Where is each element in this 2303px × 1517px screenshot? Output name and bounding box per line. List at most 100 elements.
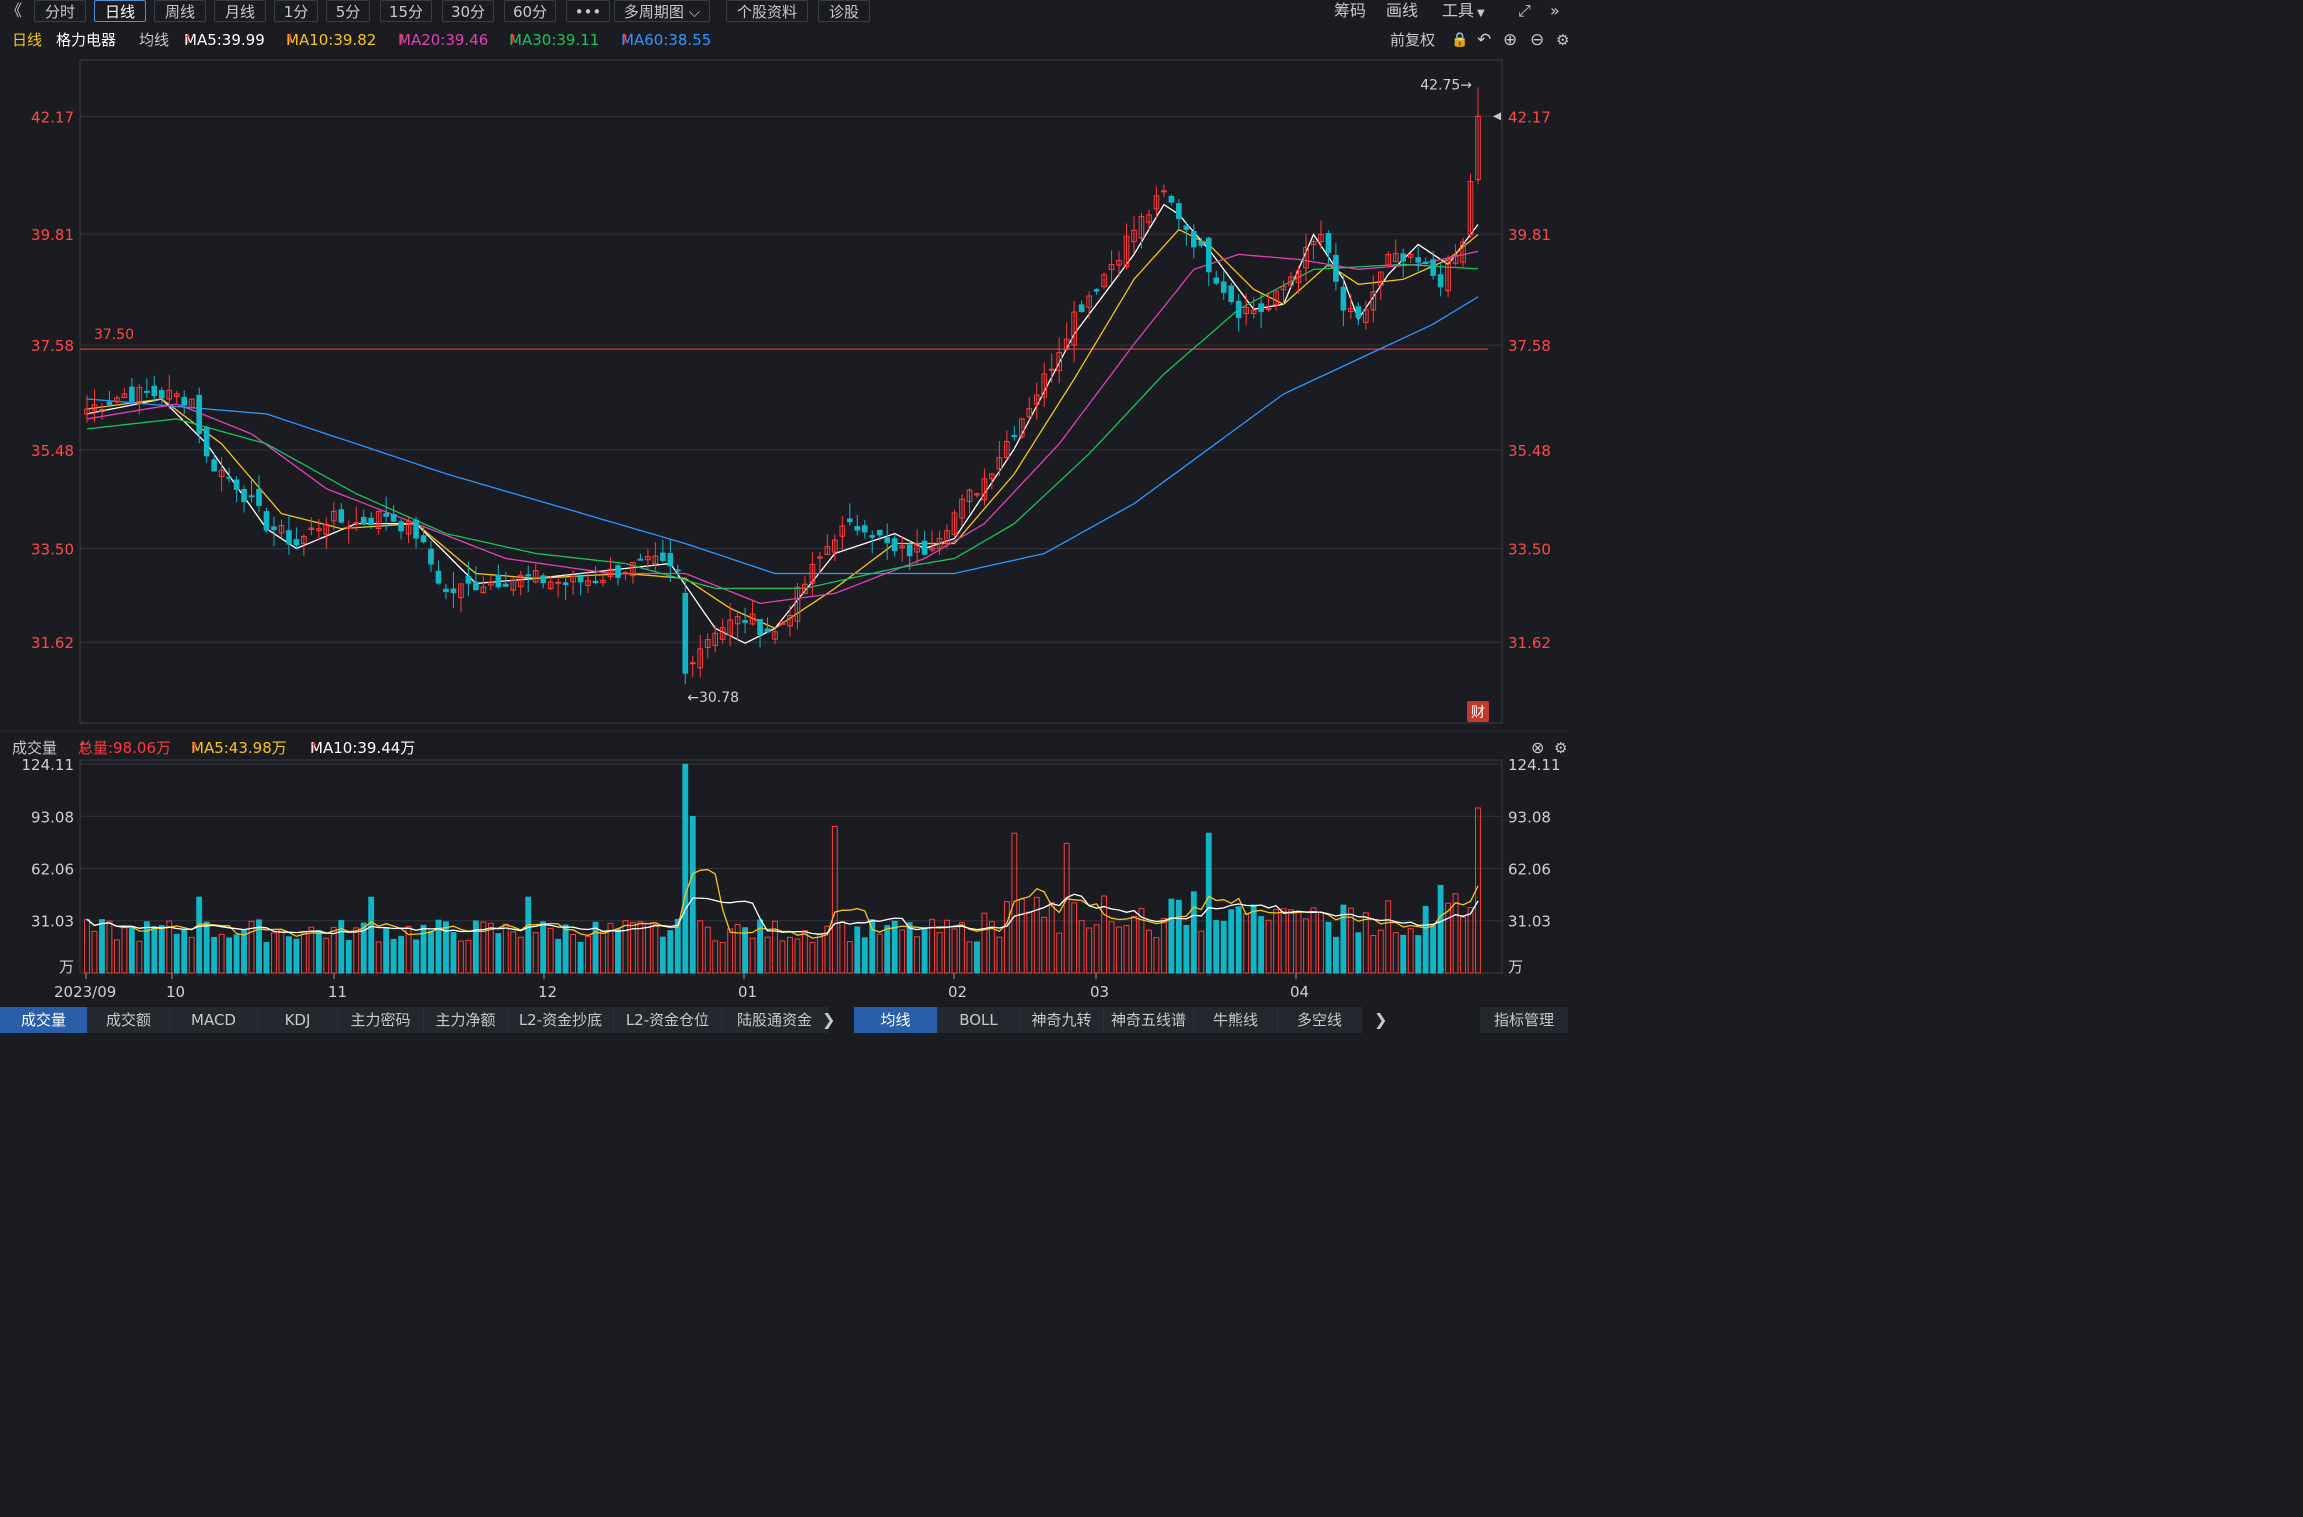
volume-bar: [824, 925, 831, 974]
period-tab-5[interactable]: 5分: [326, 0, 370, 22]
volume-bar: [570, 933, 577, 974]
indicator-tab-3[interactable]: KDJ: [258, 1007, 338, 1033]
period-tab-1[interactable]: 日线: [94, 0, 146, 22]
candle-body: [166, 389, 173, 400]
indicator-tab-5[interactable]: 主力净额: [424, 1007, 508, 1033]
candle-body: [682, 592, 689, 674]
volume-bar: [734, 924, 741, 974]
volume-bar: [667, 930, 674, 974]
adjust-label[interactable]: 前复权: [1390, 31, 1436, 49]
period-tab-8[interactable]: 60分: [504, 0, 556, 22]
volume-bar: [839, 921, 846, 974]
candle-body: [443, 588, 449, 593]
volume-tick-right: 124.11: [1508, 756, 1561, 774]
zoom-out-icon[interactable]: ⊖: [1530, 30, 1545, 50]
lock-icon[interactable]: 🔒: [1451, 32, 1469, 48]
period-tab-10[interactable]: 多周期图 ⌵: [614, 0, 710, 22]
stock-name[interactable]: 格力电器: [56, 31, 117, 49]
indicator-tab-4[interactable]: 主力密码: [338, 1007, 424, 1033]
volume-bar: [502, 923, 509, 974]
volume-bar: [974, 941, 980, 974]
overlay-tab-4[interactable]: 牛熊线: [1194, 1007, 1278, 1033]
tabs-right-next-icon[interactable]: ❯: [1374, 1010, 1388, 1029]
volume-bar: [510, 931, 517, 974]
candle-body: [158, 390, 165, 399]
candle-body: [1303, 246, 1309, 269]
volume-title[interactable]: 成交量: [12, 739, 58, 757]
candle-body: [929, 547, 935, 551]
chip-button[interactable]: 筹码: [1334, 1, 1367, 20]
candle-body: [390, 514, 397, 522]
tools-button[interactable]: 工具 ▼: [1442, 0, 1485, 22]
period-tab-12[interactable]: 诊股: [818, 0, 870, 22]
candle-body: [1273, 290, 1279, 306]
indicator-manage-button[interactable]: 指标管理: [1480, 1007, 1568, 1033]
overlay-tab-3[interactable]: 神奇五线谱: [1104, 1007, 1194, 1033]
undo-icon[interactable]: ↶: [1477, 30, 1492, 50]
volume-bar: [1370, 935, 1377, 974]
candle-body: [375, 510, 382, 529]
volume-bar: [742, 927, 749, 974]
price-panel-frame: [79, 59, 1503, 724]
candle-body: [1377, 271, 1384, 286]
candle-body: [1295, 270, 1302, 283]
period-tab-9[interactable]: •••: [566, 0, 610, 22]
overlay-tab-1[interactable]: BOLL: [938, 1007, 1020, 1033]
period-tab-3[interactable]: 月线: [214, 0, 266, 22]
volume-bar: [816, 934, 823, 974]
period-tab-2[interactable]: 周线: [154, 0, 206, 22]
candle-body: [458, 583, 464, 599]
candle-body: [84, 408, 90, 415]
candle-body: [697, 648, 704, 669]
indicator-tab-8[interactable]: 陆股通资金: [722, 1007, 828, 1033]
candle-body: [974, 493, 980, 496]
volume-bar: [951, 928, 958, 974]
volume-bar: [1018, 898, 1025, 974]
volume-bar: [1460, 916, 1466, 974]
candle-body: [1400, 253, 1407, 262]
price-tick-right: 33.50: [1508, 541, 1551, 559]
volume-bar: [1452, 893, 1459, 974]
volume-bar: [472, 920, 479, 974]
candle-body: [981, 478, 988, 501]
overlay-tab-2[interactable]: 神奇九转: [1020, 1007, 1104, 1033]
settings-icon[interactable]: ⚙: [1556, 31, 1570, 49]
period-tab-0[interactable]: 分时: [34, 0, 86, 22]
volume-bar: [443, 921, 449, 974]
period-tab-4[interactable]: 1分: [274, 0, 318, 22]
volume-bar: [622, 920, 629, 974]
overlay-tab-5[interactable]: 多空线: [1278, 1007, 1362, 1033]
tabs-left-next-icon[interactable]: ❯: [822, 1010, 836, 1029]
kline-chart[interactable]: 42.17 42.17 39.81 39.81 37.58 37.58 35.48 35.48…: [0, 0, 1568, 1005]
period-tab-7[interactable]: 30分: [442, 0, 494, 22]
period-tab-11[interactable]: 个股资料: [726, 0, 808, 22]
fullscreen-icon[interactable]: ⤢: [1518, 1, 1531, 20]
indicator-tab-6[interactable]: L2-资金抄底: [508, 1007, 614, 1033]
volume-bar: [637, 921, 644, 974]
volume-bar: [166, 920, 173, 974]
draw-line-button[interactable]: 画线: [1386, 1, 1419, 20]
volume-bar: [615, 928, 621, 974]
expand-right-icon[interactable]: »: [1550, 1, 1560, 20]
candle-body: [757, 619, 763, 635]
period-tab-6[interactable]: 15分: [380, 0, 432, 22]
indicator-tab-2[interactable]: MACD: [170, 1007, 258, 1033]
ma-label[interactable]: 均线: [139, 31, 170, 49]
zoom-in-icon[interactable]: ⊕: [1503, 30, 1518, 50]
volume-tick-left: 62.06: [31, 860, 74, 878]
indicator-tab-0[interactable]: 成交量: [0, 1007, 88, 1033]
indicator-tab-1[interactable]: 成交额: [88, 1007, 170, 1033]
volume-bar: [936, 932, 943, 974]
volume-bar: [944, 919, 950, 974]
indicator-tab-7[interactable]: L2-资金仓位: [614, 1007, 722, 1033]
double-chevron-left-icon[interactable]: 《: [6, 1, 23, 20]
candle-body: [278, 525, 285, 534]
volume-bar: [772, 920, 778, 974]
candle-body: [144, 390, 150, 393]
close-panel-icon[interactable]: ⊗: [1531, 738, 1545, 757]
candle-body: [495, 574, 502, 588]
volume-bar: [368, 896, 375, 974]
overlay-tab-0[interactable]: 均线: [854, 1007, 938, 1033]
panel-settings-icon[interactable]: ⚙: [1554, 739, 1568, 757]
volume-bar: [203, 921, 210, 974]
